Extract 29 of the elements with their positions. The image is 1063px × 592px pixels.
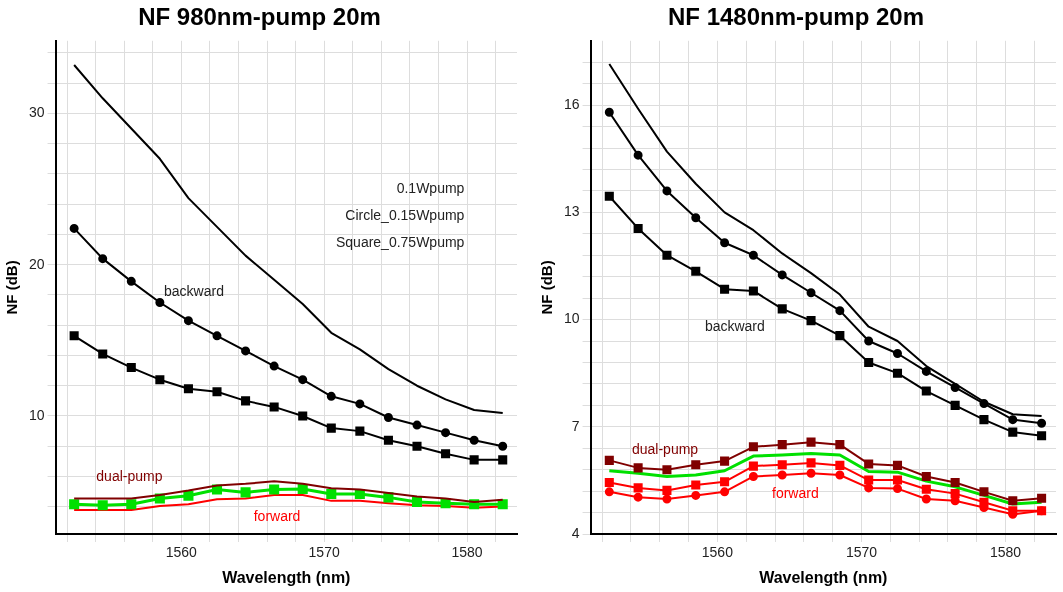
chart-title: NF 980nm-pump 20m [138,3,381,31]
annotation: dual-pump [96,468,163,485]
y-axis-title: NF (dB) [538,260,556,315]
x-axis-title: Wavelength (nm) [222,568,351,586]
annotation: forward [253,507,301,524]
annotation: backward [704,317,765,334]
annotation: backward [164,283,224,300]
annotation: Square_0.75Wpump [335,233,465,250]
annotation: dual-pump [631,441,699,458]
y-tick-label: 10 [28,406,45,423]
y-tick-label: 20 [28,255,45,272]
y-tick-label: 13 [563,203,580,220]
chart-title: NF 1480nm-pump 20m [667,3,925,31]
x-tick-label: 1580 [451,544,483,561]
y-tick-label: 7 [571,417,580,434]
y-axis-title: NF (dB) [3,260,21,315]
x-tick-label: 1570 [308,544,340,561]
annotation: Circle_0.15Wpump [345,206,465,223]
y-tick-label: 16 [563,95,580,112]
annotation: 0.1Wpump [396,179,465,196]
x-tick-label: 1560 [165,544,198,561]
annotation: forward [772,485,819,502]
x-tick-label: 1560 [701,544,734,561]
x-tick-label: 1570 [845,544,878,561]
y-tick-label: 4 [571,524,580,541]
x-axis-title: Wavelength (nm) [759,568,888,586]
y-tick-label: 30 [28,104,45,121]
x-tick-label: 1580 [989,544,1022,561]
y-tick-label: 10 [563,310,580,327]
